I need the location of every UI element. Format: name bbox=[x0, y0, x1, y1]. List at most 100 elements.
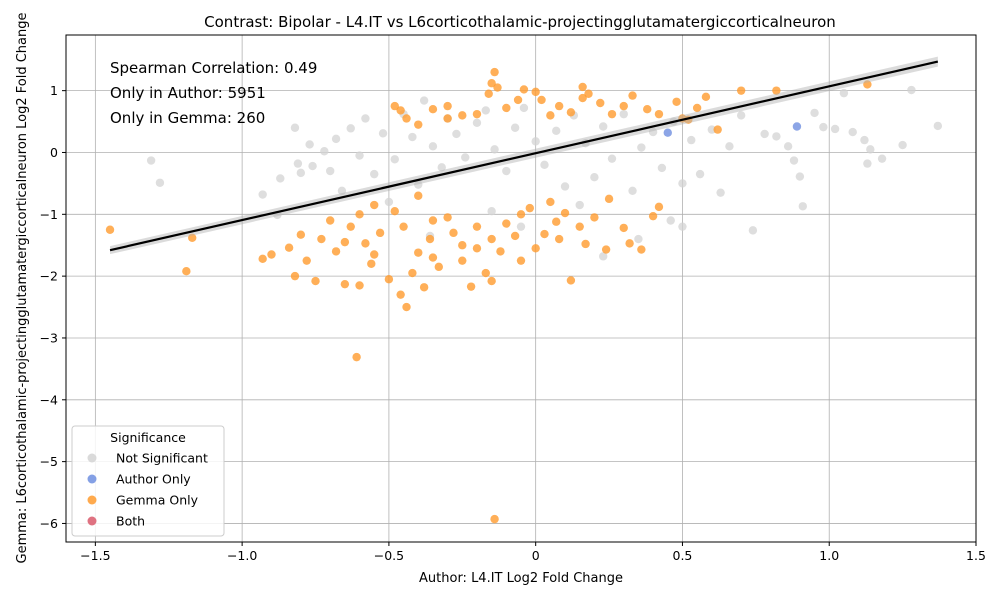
data-point bbox=[284, 243, 294, 252]
data-point bbox=[590, 213, 599, 222]
data-point bbox=[355, 151, 364, 160]
data-point bbox=[425, 234, 435, 244]
data-point bbox=[598, 122, 608, 131]
data-point bbox=[678, 179, 687, 188]
data-point bbox=[634, 234, 643, 244]
data-point bbox=[525, 203, 535, 213]
data-point bbox=[361, 239, 370, 248]
y-tick-label: −4 bbox=[40, 392, 58, 407]
annotation-only-gemma: Only in Gemma: 260 bbox=[110, 109, 265, 127]
data-point bbox=[554, 101, 564, 111]
data-point bbox=[267, 250, 276, 259]
legend-label: Not Significant bbox=[116, 451, 208, 466]
data-point bbox=[105, 225, 115, 234]
data-point bbox=[760, 129, 769, 139]
x-tick-label: 1.5 bbox=[966, 548, 986, 563]
annotation-spearman: Spearman Correlation: 0.49 bbox=[110, 59, 317, 77]
data-point bbox=[370, 250, 379, 259]
data-point bbox=[560, 182, 570, 191]
data-point bbox=[317, 234, 326, 244]
data-point bbox=[619, 223, 628, 233]
x-tick-label: 0 bbox=[532, 548, 540, 563]
data-point bbox=[305, 140, 314, 149]
data-point bbox=[516, 256, 526, 265]
legend-label: Gemma Only bbox=[116, 493, 199, 508]
data-point bbox=[643, 104, 652, 114]
data-point bbox=[490, 514, 499, 524]
data-point bbox=[552, 217, 561, 226]
data-point bbox=[414, 191, 423, 200]
not-significant-points bbox=[146, 85, 943, 261]
data-point bbox=[648, 127, 658, 137]
data-point bbox=[516, 210, 526, 219]
data-point bbox=[607, 154, 617, 163]
data-point bbox=[346, 124, 355, 133]
data-point bbox=[590, 173, 599, 182]
data-point bbox=[502, 103, 511, 113]
data-point bbox=[566, 108, 576, 117]
data-point bbox=[466, 282, 476, 291]
data-point bbox=[493, 83, 502, 92]
data-point bbox=[340, 279, 350, 289]
data-point bbox=[598, 252, 608, 261]
data-point bbox=[325, 216, 335, 225]
data-point bbox=[531, 87, 540, 97]
data-point bbox=[449, 228, 458, 238]
data-point bbox=[513, 95, 523, 105]
chart-title: Contrast: Bipolar - L4.IT vs L6corticoth… bbox=[204, 13, 836, 31]
data-point bbox=[789, 156, 799, 165]
data-point bbox=[399, 222, 408, 231]
data-point bbox=[311, 276, 320, 286]
data-point bbox=[716, 188, 725, 197]
data-point bbox=[566, 276, 576, 285]
data-point bbox=[443, 101, 452, 111]
data-point bbox=[487, 276, 496, 286]
data-point bbox=[839, 88, 849, 98]
data-point bbox=[384, 197, 394, 207]
data-point bbox=[408, 132, 417, 142]
data-point bbox=[713, 125, 722, 134]
data-point bbox=[795, 172, 805, 181]
data-point bbox=[666, 216, 675, 225]
data-point bbox=[390, 155, 399, 164]
data-point bbox=[367, 259, 376, 268]
data-point bbox=[296, 230, 306, 239]
annotation-only-author: Only in Author: 5951 bbox=[110, 84, 266, 102]
data-point bbox=[487, 79, 496, 88]
data-point bbox=[472, 109, 482, 119]
data-point bbox=[402, 114, 411, 123]
data-point bbox=[258, 190, 267, 199]
regression-line bbox=[109, 56, 939, 255]
data-point bbox=[907, 85, 916, 95]
data-point bbox=[575, 222, 584, 231]
data-point bbox=[370, 169, 379, 179]
data-point bbox=[510, 231, 520, 241]
data-point bbox=[531, 244, 540, 253]
data-point bbox=[458, 111, 467, 120]
data-point bbox=[472, 118, 482, 127]
plot-frame bbox=[65, 34, 977, 543]
data-point bbox=[772, 86, 781, 95]
data-point bbox=[419, 96, 429, 105]
data-point bbox=[290, 123, 300, 132]
data-point bbox=[619, 109, 628, 119]
data-point bbox=[860, 135, 869, 145]
data-point bbox=[819, 122, 828, 132]
data-point bbox=[481, 268, 490, 278]
data-point bbox=[516, 222, 526, 231]
data-point bbox=[933, 121, 943, 131]
data-point bbox=[396, 290, 405, 299]
y-tick-label: 0 bbox=[50, 145, 58, 160]
data-point bbox=[296, 168, 306, 178]
legend-title: Significance bbox=[110, 430, 186, 445]
data-point bbox=[601, 245, 611, 254]
data-point bbox=[519, 85, 529, 94]
data-point bbox=[578, 82, 587, 92]
data-point bbox=[390, 207, 399, 216]
data-point bbox=[725, 142, 734, 151]
data-point bbox=[414, 248, 423, 257]
data-point bbox=[657, 163, 667, 173]
data-point bbox=[546, 111, 555, 120]
data-point bbox=[792, 122, 802, 131]
data-point bbox=[625, 239, 634, 248]
